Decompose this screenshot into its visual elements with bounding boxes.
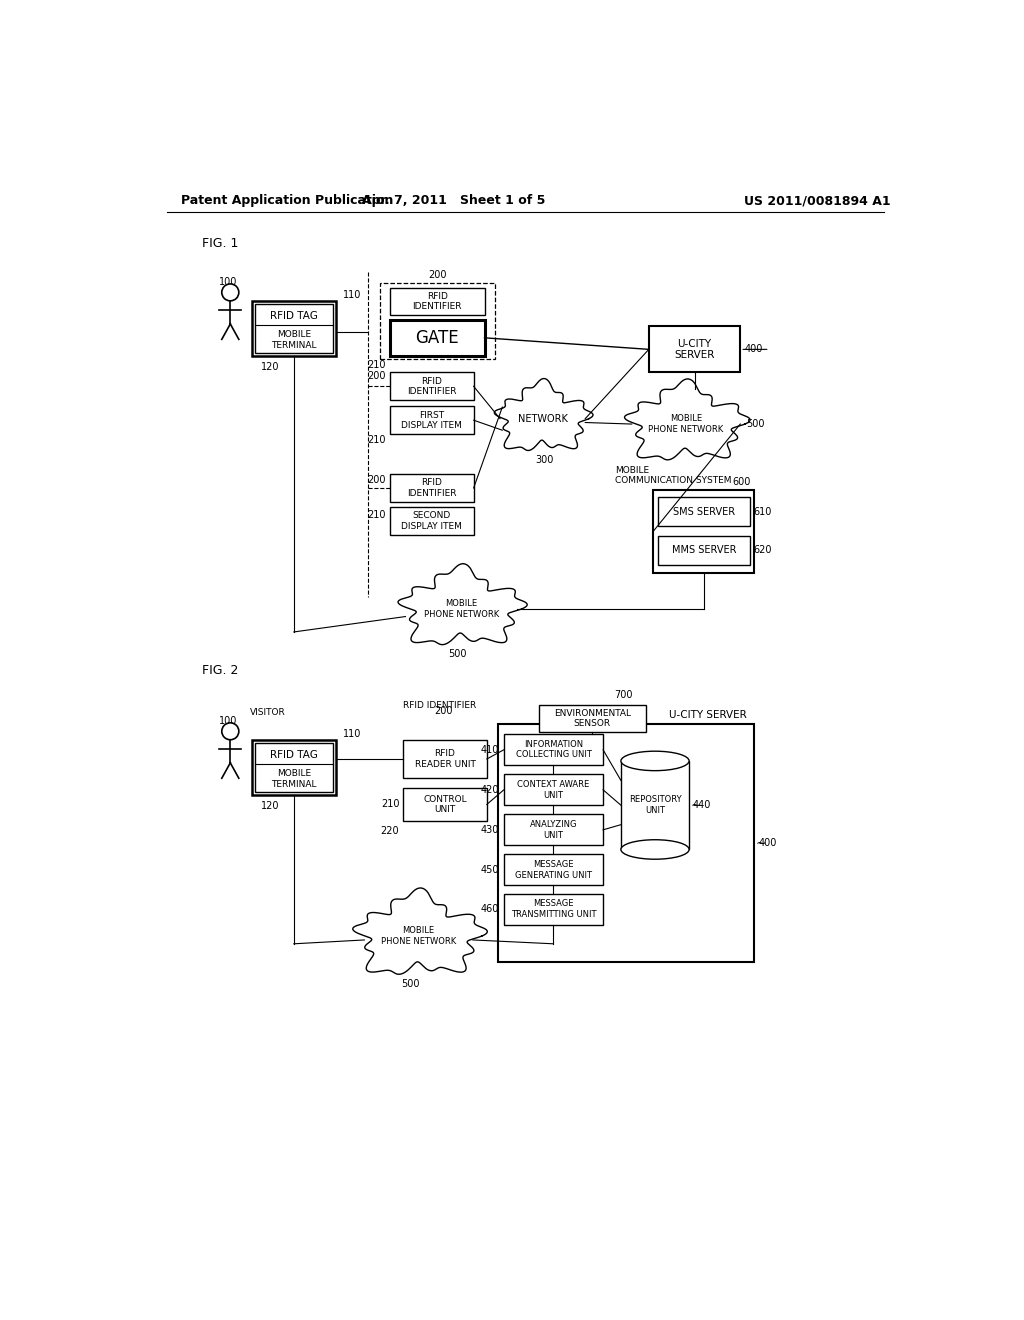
Text: MMS SERVER: MMS SERVER — [672, 545, 736, 556]
Bar — [403, 739, 486, 779]
Text: INFORMATION
COLLECTING UNIT: INFORMATION COLLECTING UNIT — [515, 741, 592, 759]
Bar — [649, 326, 740, 372]
Text: 610: 610 — [754, 507, 772, 517]
Text: 450: 450 — [480, 865, 500, 875]
Text: RFID
READER UNIT: RFID READER UNIT — [415, 750, 475, 768]
Bar — [658, 498, 750, 527]
Text: 600: 600 — [732, 477, 751, 487]
Text: MOBILE
PHONE NETWORK: MOBILE PHONE NETWORK — [648, 414, 724, 434]
Bar — [621, 760, 689, 850]
Text: 620: 620 — [754, 545, 772, 556]
Bar — [255, 304, 333, 354]
Bar — [658, 536, 750, 565]
Text: RFID IDENTIFIER: RFID IDENTIFIER — [403, 701, 476, 710]
Text: GATE: GATE — [416, 329, 459, 347]
Text: FIRST
DISPLAY ITEM: FIRST DISPLAY ITEM — [401, 411, 462, 430]
Text: MESSAGE
GENERATING UNIT: MESSAGE GENERATING UNIT — [515, 861, 592, 879]
Text: MOBILE
COMMUNICATION SYSTEM: MOBILE COMMUNICATION SYSTEM — [614, 466, 731, 486]
Text: 100: 100 — [219, 715, 237, 726]
Text: 200: 200 — [368, 475, 386, 486]
Text: 700: 700 — [614, 690, 633, 700]
Text: 500: 500 — [401, 979, 420, 989]
Text: RFID TAG: RFID TAG — [270, 312, 317, 321]
Text: 210: 210 — [368, 436, 386, 445]
Text: 210: 210 — [368, 510, 386, 520]
Text: US 2011/0081894 A1: US 2011/0081894 A1 — [744, 194, 891, 207]
Text: RFID TAG: RFID TAG — [270, 750, 317, 760]
Text: 410: 410 — [481, 744, 500, 755]
Text: FIG. 1: FIG. 1 — [202, 236, 238, 249]
Bar — [504, 814, 603, 845]
Text: 460: 460 — [481, 904, 500, 915]
Bar — [390, 288, 484, 315]
Text: 210: 210 — [368, 360, 386, 370]
Text: 200: 200 — [429, 271, 447, 280]
Text: Apr. 7, 2011   Sheet 1 of 5: Apr. 7, 2011 Sheet 1 of 5 — [361, 194, 545, 207]
Text: MOBILE
TERMINAL: MOBILE TERMINAL — [271, 330, 316, 350]
Polygon shape — [495, 379, 593, 450]
Text: 500: 500 — [449, 649, 467, 659]
Text: 420: 420 — [480, 785, 500, 795]
Text: 200: 200 — [368, 371, 386, 380]
Text: RFID
IDENTIFIER: RFID IDENTIFIER — [413, 292, 462, 312]
Text: SECOND
DISPLAY ITEM: SECOND DISPLAY ITEM — [401, 511, 462, 531]
Bar — [504, 854, 603, 886]
Text: RFID
IDENTIFIER: RFID IDENTIFIER — [408, 376, 457, 396]
Ellipse shape — [621, 840, 689, 859]
Text: ANALYZING
UNIT: ANALYZING UNIT — [529, 820, 578, 840]
Text: CONTEXT AWARE
UNIT: CONTEXT AWARE UNIT — [517, 780, 590, 800]
Bar — [504, 775, 603, 805]
Text: VISITOR: VISITOR — [250, 709, 286, 717]
Bar — [504, 894, 603, 924]
Text: MOBILE
PHONE NETWORK: MOBILE PHONE NETWORK — [424, 599, 499, 619]
Bar — [252, 739, 336, 795]
Text: 110: 110 — [343, 289, 361, 300]
Text: 210: 210 — [381, 800, 399, 809]
Text: CONTROL
UNIT: CONTROL UNIT — [423, 795, 467, 814]
Text: 110: 110 — [343, 729, 361, 739]
Bar — [499, 725, 755, 961]
Text: 220: 220 — [381, 826, 399, 837]
Text: MOBILE
TERMINAL: MOBILE TERMINAL — [271, 770, 316, 789]
Text: 400: 400 — [758, 838, 776, 847]
Text: 300: 300 — [535, 455, 553, 465]
Bar — [390, 321, 484, 355]
Bar — [539, 705, 646, 733]
Polygon shape — [625, 379, 751, 459]
Text: MESSAGE
TRANSMITTING UNIT: MESSAGE TRANSMITTING UNIT — [511, 899, 596, 919]
Bar — [252, 301, 336, 356]
Polygon shape — [353, 888, 487, 974]
Ellipse shape — [621, 751, 689, 771]
Text: ~: ~ — [756, 837, 766, 850]
Bar — [403, 788, 486, 821]
Text: RFID
IDENTIFIER: RFID IDENTIFIER — [408, 478, 457, 498]
Polygon shape — [398, 564, 527, 644]
Text: 400: 400 — [744, 345, 763, 354]
Text: 500: 500 — [746, 418, 765, 429]
Bar — [380, 284, 495, 359]
Bar — [255, 743, 333, 792]
Text: ~: ~ — [690, 799, 701, 812]
Bar — [390, 474, 474, 502]
Text: Patent Application Publication: Patent Application Publication — [180, 194, 393, 207]
Bar — [390, 372, 474, 400]
Bar — [504, 734, 603, 766]
Bar — [390, 507, 474, 535]
Text: 200: 200 — [434, 706, 453, 717]
Text: 440: 440 — [693, 800, 712, 810]
Text: 120: 120 — [261, 801, 280, 810]
Text: 120: 120 — [261, 362, 280, 372]
Text: FIG. 2: FIG. 2 — [202, 664, 238, 677]
Text: MOBILE
PHONE NETWORK: MOBILE PHONE NETWORK — [381, 927, 457, 946]
Text: 430: 430 — [481, 825, 500, 834]
Text: 100: 100 — [219, 277, 237, 286]
Bar — [390, 407, 474, 434]
Text: REPOSITORY
UNIT: REPOSITORY UNIT — [629, 796, 681, 814]
Text: ENVIRONMENTAL
SENSOR: ENVIRONMENTAL SENSOR — [554, 709, 631, 729]
Text: U-CITY
SERVER: U-CITY SERVER — [675, 338, 715, 360]
Bar — [653, 490, 755, 573]
Text: SMS SERVER: SMS SERVER — [673, 507, 735, 517]
Text: U-CITY SERVER: U-CITY SERVER — [669, 710, 746, 721]
Text: NETWORK: NETWORK — [518, 413, 567, 424]
